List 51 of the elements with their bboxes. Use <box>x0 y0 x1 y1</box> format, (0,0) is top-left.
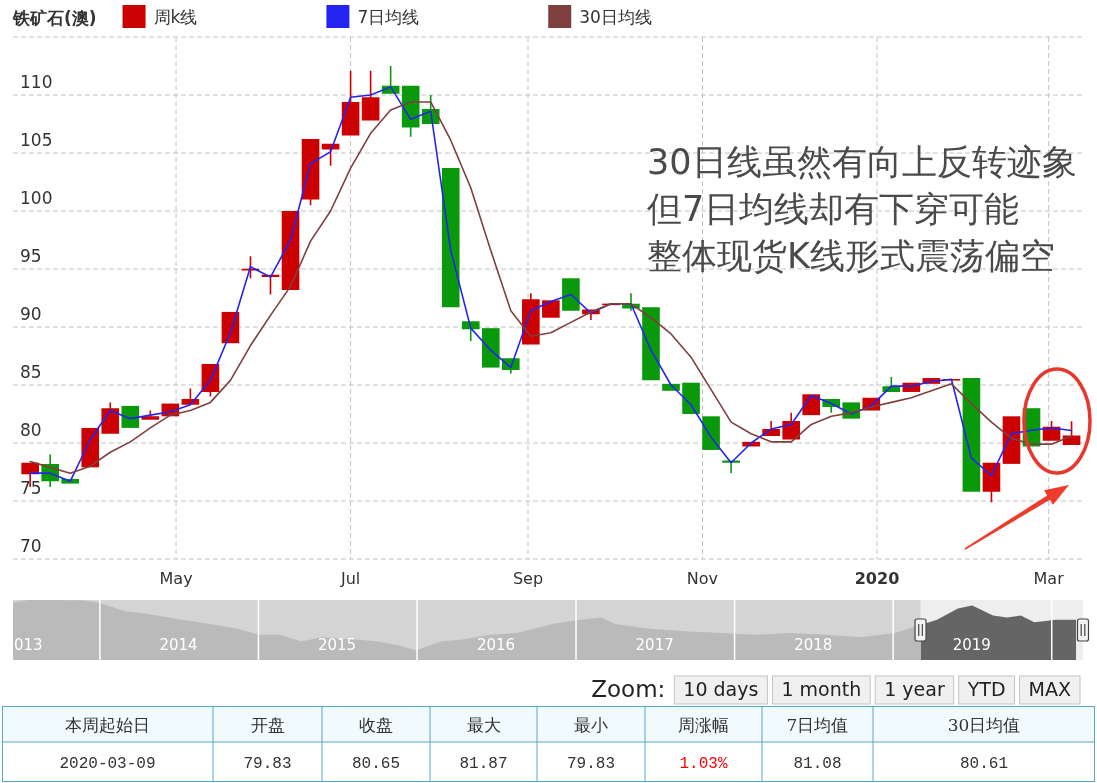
text: 80.65 <box>351 755 401 773</box>
category-label: 收盘 <box>359 715 393 735</box>
category-label: 周涨幅 <box>678 715 729 735</box>
text: 1.03% <box>679 755 728 773</box>
button: MAX <box>1019 675 1081 705</box>
category-label: 30日均值 <box>947 715 1021 735</box>
y-tick-label: 90 <box>20 304 42 324</box>
x-tick-label: 2017 <box>635 636 674 654</box>
y-tick-label: 100 <box>20 188 53 208</box>
y-tick-label: 85 <box>20 362 42 382</box>
annotation: 整体现货K线形式震荡偏空 <box>647 236 1055 276</box>
y-tick-label: 70 <box>20 536 42 556</box>
annotation: 30日线虽然有向上反转迹象 <box>647 142 1077 182</box>
button: 1 year <box>874 675 955 705</box>
x-tick-label: 2019 <box>952 636 991 654</box>
button: YTD <box>958 675 1016 705</box>
x-tick-label: 013 <box>13 636 43 654</box>
button: 1 month <box>771 675 871 705</box>
chart-title: 铁矿石(澳) <box>12 8 97 28</box>
x-tick-label: 2015 <box>317 636 357 654</box>
legend-label: 7日均线 <box>357 7 420 27</box>
annotation: 但7日均线却有下穿可能 <box>647 189 1020 229</box>
category-label: 开盘 <box>250 715 285 735</box>
x-tick-label: May <box>159 569 193 588</box>
x-tick-label: Sep <box>512 569 544 588</box>
text: Zoom: <box>591 676 666 702</box>
x-tick-label: 2016 <box>476 636 516 654</box>
button: 10 days <box>673 675 768 705</box>
x-tick-label: 2014 <box>159 636 198 654</box>
x-tick-label: 2020 <box>854 569 900 588</box>
text: 80.61 <box>959 755 1009 773</box>
y-tick-label: 110 <box>20 72 53 92</box>
y-tick-label: 105 <box>20 130 53 150</box>
x-tick-label: Nov <box>686 569 719 588</box>
y-tick-label: 80 <box>20 420 42 440</box>
x-tick-label: Mar <box>1033 569 1065 588</box>
text: 2020-03-09 <box>59 755 156 773</box>
category-label: 7日均值 <box>786 715 849 735</box>
x-tick-label: 2018 <box>794 636 833 654</box>
y-tick-label: 95 <box>20 246 42 266</box>
text: 81.87 <box>459 755 508 773</box>
text: 79.83 <box>566 755 616 773</box>
text: 81.08 <box>793 755 842 773</box>
category-label: 最小 <box>574 715 608 735</box>
text: 79.83 <box>243 755 292 773</box>
legend-label: 周k线 <box>153 7 198 27</box>
y-tick-label: 75 <box>20 478 42 498</box>
category-label: 最大 <box>466 715 501 735</box>
legend-label: 30日均线 <box>579 7 652 27</box>
x-tick-label: Jul <box>339 569 361 588</box>
category-label: 本周起始日 <box>65 715 150 735</box>
